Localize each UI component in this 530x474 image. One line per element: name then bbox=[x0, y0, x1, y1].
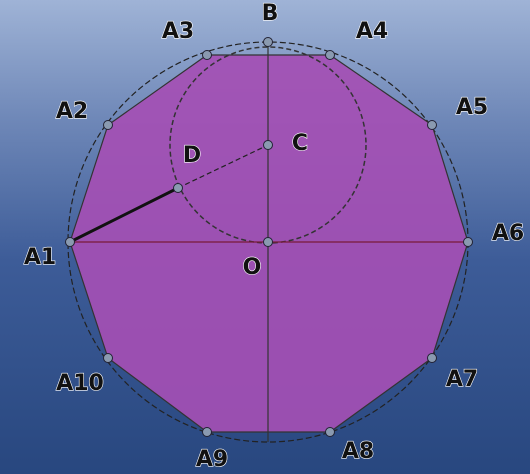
point-label: O bbox=[243, 255, 262, 280]
point-marker bbox=[103, 353, 113, 363]
point-label: A10 bbox=[56, 371, 104, 396]
segment-a1-d bbox=[69, 186, 179, 244]
point-markers bbox=[65, 37, 473, 437]
point-label: A9 bbox=[196, 447, 228, 472]
point-marker bbox=[263, 237, 273, 247]
point-label: A2 bbox=[56, 99, 88, 124]
point-label: B bbox=[262, 1, 279, 26]
point-label: A3 bbox=[162, 19, 194, 44]
point-marker bbox=[263, 37, 273, 47]
point-label: A5 bbox=[456, 95, 488, 120]
point-marker bbox=[65, 237, 75, 247]
segment-d-c bbox=[177, 144, 269, 189]
point-label: A8 bbox=[342, 439, 374, 464]
point-label: A1 bbox=[24, 245, 56, 270]
point-marker bbox=[325, 50, 335, 60]
point-marker bbox=[427, 120, 437, 130]
point-marker bbox=[427, 353, 437, 363]
point-label: A6 bbox=[492, 221, 524, 246]
point-marker bbox=[202, 50, 212, 60]
point-marker bbox=[463, 237, 473, 247]
point-label: D bbox=[183, 143, 201, 168]
point-labels: A1 A2 A3 A4 A5 A6 A7 A8 A9 A10 B C D O bbox=[23, 0, 525, 472]
point-marker bbox=[103, 120, 113, 130]
point-marker bbox=[202, 427, 212, 437]
point-label: A7 bbox=[446, 367, 478, 392]
point-marker bbox=[173, 183, 183, 193]
point-marker bbox=[263, 140, 273, 150]
point-marker bbox=[325, 427, 335, 437]
point-label: C bbox=[292, 131, 308, 156]
point-label: A4 bbox=[356, 19, 388, 44]
